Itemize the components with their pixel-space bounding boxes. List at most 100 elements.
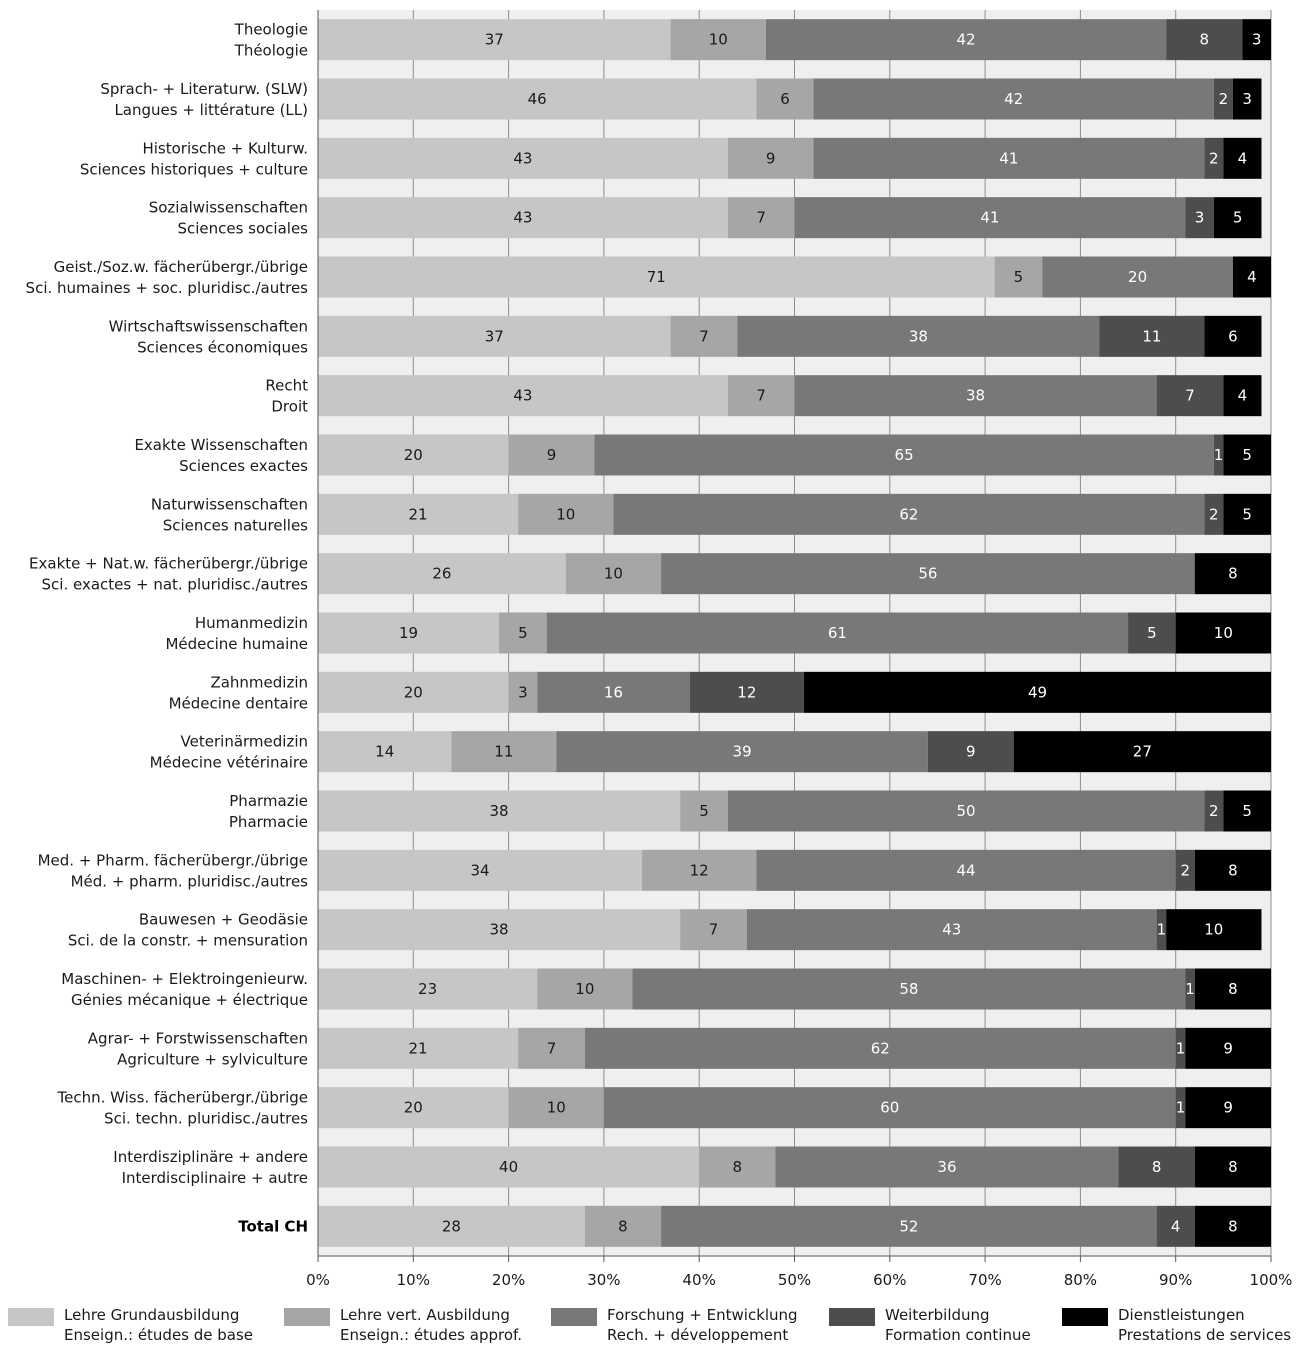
bar-segment xyxy=(680,909,747,951)
data-label: 7 xyxy=(709,921,719,939)
bar-segment xyxy=(737,315,1100,357)
data-label: 36 xyxy=(937,1158,956,1176)
category-label: Sciences sociales xyxy=(177,220,308,238)
bar-segment xyxy=(1175,1087,1186,1129)
data-label: 43 xyxy=(942,921,961,939)
bar-segment xyxy=(1194,1205,1271,1247)
bar-segment xyxy=(1175,849,1195,891)
data-label: 4 xyxy=(1247,268,1257,286)
category-label: Agrar- + Forstwissenschaften xyxy=(88,1029,308,1047)
bar-segment xyxy=(1204,790,1224,832)
data-label: 2 xyxy=(1209,802,1219,820)
bar-segment xyxy=(1042,256,1233,298)
bar-segment xyxy=(613,493,1205,535)
data-label: 61 xyxy=(828,624,847,642)
data-label: 62 xyxy=(871,1039,890,1057)
data-label: 1 xyxy=(1214,446,1224,464)
data-label: 10 xyxy=(556,505,575,523)
category-label: Humanmedizin xyxy=(195,614,308,632)
category-label: Théologie xyxy=(234,42,308,60)
bar-segment xyxy=(661,553,1195,595)
category-label: Sciences économiques xyxy=(137,338,308,356)
bar-segment xyxy=(318,256,995,298)
legend-label: Weiterbildung Formation continue xyxy=(885,1305,1031,1345)
legend-label: Lehre vert. Ausbildung Enseign.: études a… xyxy=(340,1305,522,1345)
legend-label-fr: Enseign.: études de base xyxy=(64,1326,254,1344)
chart-legend: Lehre Grundausbildung Enseign.: études de… xyxy=(0,1302,1298,1349)
bar-segment xyxy=(318,553,566,595)
bar-segment xyxy=(1166,909,1262,951)
bar-segment xyxy=(565,553,662,595)
data-label: 56 xyxy=(918,565,937,583)
bar-segment xyxy=(1185,968,1195,1010)
x-tick-label: 10% xyxy=(397,1271,430,1289)
data-label: 3 xyxy=(1242,90,1252,108)
bar-segment xyxy=(632,968,1186,1010)
data-label: 10 xyxy=(547,1099,566,1117)
bar-segment xyxy=(1232,256,1271,298)
category-label: Bauwesen + Geodäsie xyxy=(139,911,308,929)
data-label: 7 xyxy=(547,1039,557,1057)
bar-segment xyxy=(318,315,671,357)
data-label: 65 xyxy=(895,446,914,464)
data-label: 7 xyxy=(699,327,709,345)
legend-swatch xyxy=(8,1308,54,1326)
bar-segment xyxy=(1242,19,1271,61)
bar-segment xyxy=(318,731,452,773)
data-label: 2 xyxy=(1219,90,1229,108)
bar-segment xyxy=(1223,434,1271,476)
data-label: 8 xyxy=(1228,1217,1238,1235)
legend-swatch xyxy=(551,1308,597,1326)
data-label: 1 xyxy=(1176,1099,1186,1117)
bar-segment xyxy=(1156,909,1167,951)
bar-segment xyxy=(318,849,643,891)
x-tick-label: 70% xyxy=(968,1271,1001,1289)
bar-segment xyxy=(1166,19,1243,61)
data-label: 12 xyxy=(690,861,709,879)
category-label: Sciences naturelles xyxy=(163,516,308,534)
category-label: Interdisziplinäre + andere xyxy=(113,1148,308,1166)
category-label: Wirtschaftswissenschaften xyxy=(109,317,308,335)
legend-label-fr: Enseign.: études approf. xyxy=(340,1326,522,1344)
data-label: 43 xyxy=(513,209,532,227)
data-label: 10 xyxy=(1204,921,1223,939)
legend-swatch xyxy=(284,1308,330,1326)
x-tick-label: 0% xyxy=(306,1271,330,1289)
bar-segment xyxy=(318,19,671,61)
category-label: Langues + littérature (LL) xyxy=(114,101,308,119)
data-label: 28 xyxy=(442,1217,461,1235)
category-label: Exakte Wissenschaften xyxy=(134,436,308,454)
bar-segment xyxy=(1194,849,1271,891)
category-label: Médecine humaine xyxy=(165,635,308,653)
bar-segment xyxy=(1194,553,1271,595)
bar-segment xyxy=(813,137,1205,179)
bar-segment xyxy=(1204,315,1262,357)
bar-segment xyxy=(642,849,757,891)
data-label: 8 xyxy=(1228,980,1238,998)
data-label: 10 xyxy=(575,980,594,998)
data-label: 38 xyxy=(909,327,928,345)
data-label: 5 xyxy=(1233,209,1243,227)
data-label: 38 xyxy=(490,802,509,820)
bar-segment xyxy=(318,137,728,179)
data-label: 4 xyxy=(1238,149,1248,167)
x-tick-label: 60% xyxy=(873,1271,906,1289)
category-label: Sprach- + Literaturw. (SLW) xyxy=(100,80,308,98)
data-label: 8 xyxy=(1228,1158,1238,1176)
category-label: Theologie xyxy=(234,21,308,39)
data-label: 8 xyxy=(1152,1158,1162,1176)
bar-segment xyxy=(603,1087,1176,1129)
bar-segment xyxy=(318,197,728,239)
data-label: 42 xyxy=(1004,90,1023,108)
bar-segment xyxy=(1223,375,1262,417)
data-label: 44 xyxy=(956,861,975,879)
bar-segment xyxy=(451,731,557,773)
bar-segment xyxy=(546,612,1129,654)
data-label: 5 xyxy=(1014,268,1024,286)
category-label: Techn. Wiss. fächerübergr./übrige xyxy=(56,1089,308,1107)
data-label: 62 xyxy=(899,505,918,523)
category-label: Zahnmedizin xyxy=(210,673,308,691)
data-label: 12 xyxy=(737,683,756,701)
